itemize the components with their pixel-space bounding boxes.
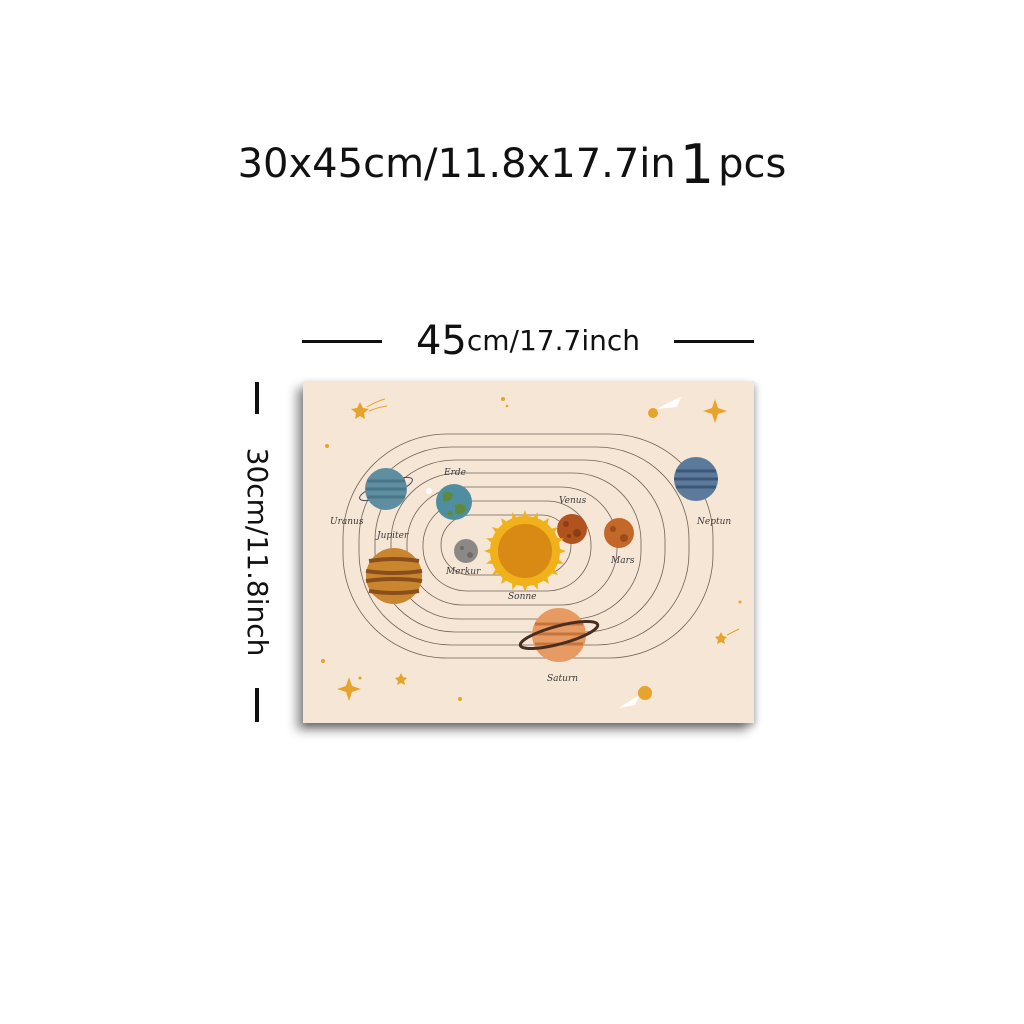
venus-planet: [557, 514, 587, 544]
height-tick-bottom: [255, 688, 259, 722]
jupiter-planet: [365, 548, 423, 604]
height-tick-top: [255, 382, 259, 414]
width-line-left: [302, 340, 382, 343]
dot: [321, 659, 325, 663]
sparkle-icon: [703, 399, 727, 423]
dot: [738, 600, 742, 604]
sparkle-icon: [337, 677, 361, 701]
label-neptun: Neptun: [696, 517, 731, 527]
label-venus: Venus: [559, 496, 587, 506]
mars-planet: [604, 518, 634, 548]
orbit-7: [342, 433, 714, 659]
dot: [505, 404, 509, 408]
poster-artwork: Uranus Erde Venus Neptun Jupiter: [321, 397, 742, 708]
dot: [458, 697, 462, 701]
height-dimension: 30cm/11.8inch: [234, 380, 280, 724]
dot: [325, 444, 329, 448]
dot: [501, 397, 505, 401]
dot: [358, 676, 362, 680]
earth-planet: [436, 484, 472, 520]
comet-tail: [657, 397, 681, 409]
comet-tail: [619, 696, 639, 708]
shooting-star-trail: [726, 628, 740, 636]
width-label: 45cm/17.7inch: [388, 318, 668, 364]
orbit-4: [390, 472, 642, 620]
width-dimension: 45cm/17.7inch: [302, 318, 754, 364]
label-erde: Erde: [443, 468, 466, 478]
label-sonne: Sonne: [508, 592, 537, 602]
decorations: [321, 397, 742, 708]
sun: [484, 510, 566, 592]
orbit-2: [422, 500, 592, 592]
label-uranus: Uranus: [330, 517, 364, 527]
neptune-planet: [674, 457, 718, 501]
orbit-6: [358, 446, 690, 646]
star-icon: [395, 673, 407, 685]
star-icon: [351, 402, 369, 419]
quantity-number: 1: [679, 133, 715, 196]
label-jupiter: Jupiter: [375, 531, 409, 541]
width-number: 45: [415, 318, 467, 364]
dot: [426, 488, 432, 494]
height-label: 30cm/11.8inch: [241, 447, 274, 657]
comet-icon: [638, 686, 652, 700]
mercury-planet: [454, 539, 478, 563]
solar-system-poster: Uranus Erde Venus Neptun Jupiter: [303, 381, 754, 723]
shooting-star-trail: [366, 398, 388, 412]
uranus-planet: [359, 468, 413, 510]
orbit-5: [374, 459, 666, 633]
quantity-unit: pcs: [718, 141, 787, 187]
label-merkur: Merkur: [445, 567, 481, 577]
width-unit: cm/17.7inch: [466, 324, 641, 357]
product-size-headline: 30x45cm/11.8x17.7in1 pcs: [0, 138, 1024, 192]
size-text: 30x45cm/11.8x17.7in: [237, 141, 676, 187]
width-line-right: [674, 340, 754, 343]
star-icon: [715, 632, 727, 644]
label-saturn: Saturn: [547, 674, 578, 684]
label-mars: Mars: [610, 556, 635, 566]
saturn-planet: [518, 608, 600, 662]
comet-icon: [648, 408, 658, 418]
